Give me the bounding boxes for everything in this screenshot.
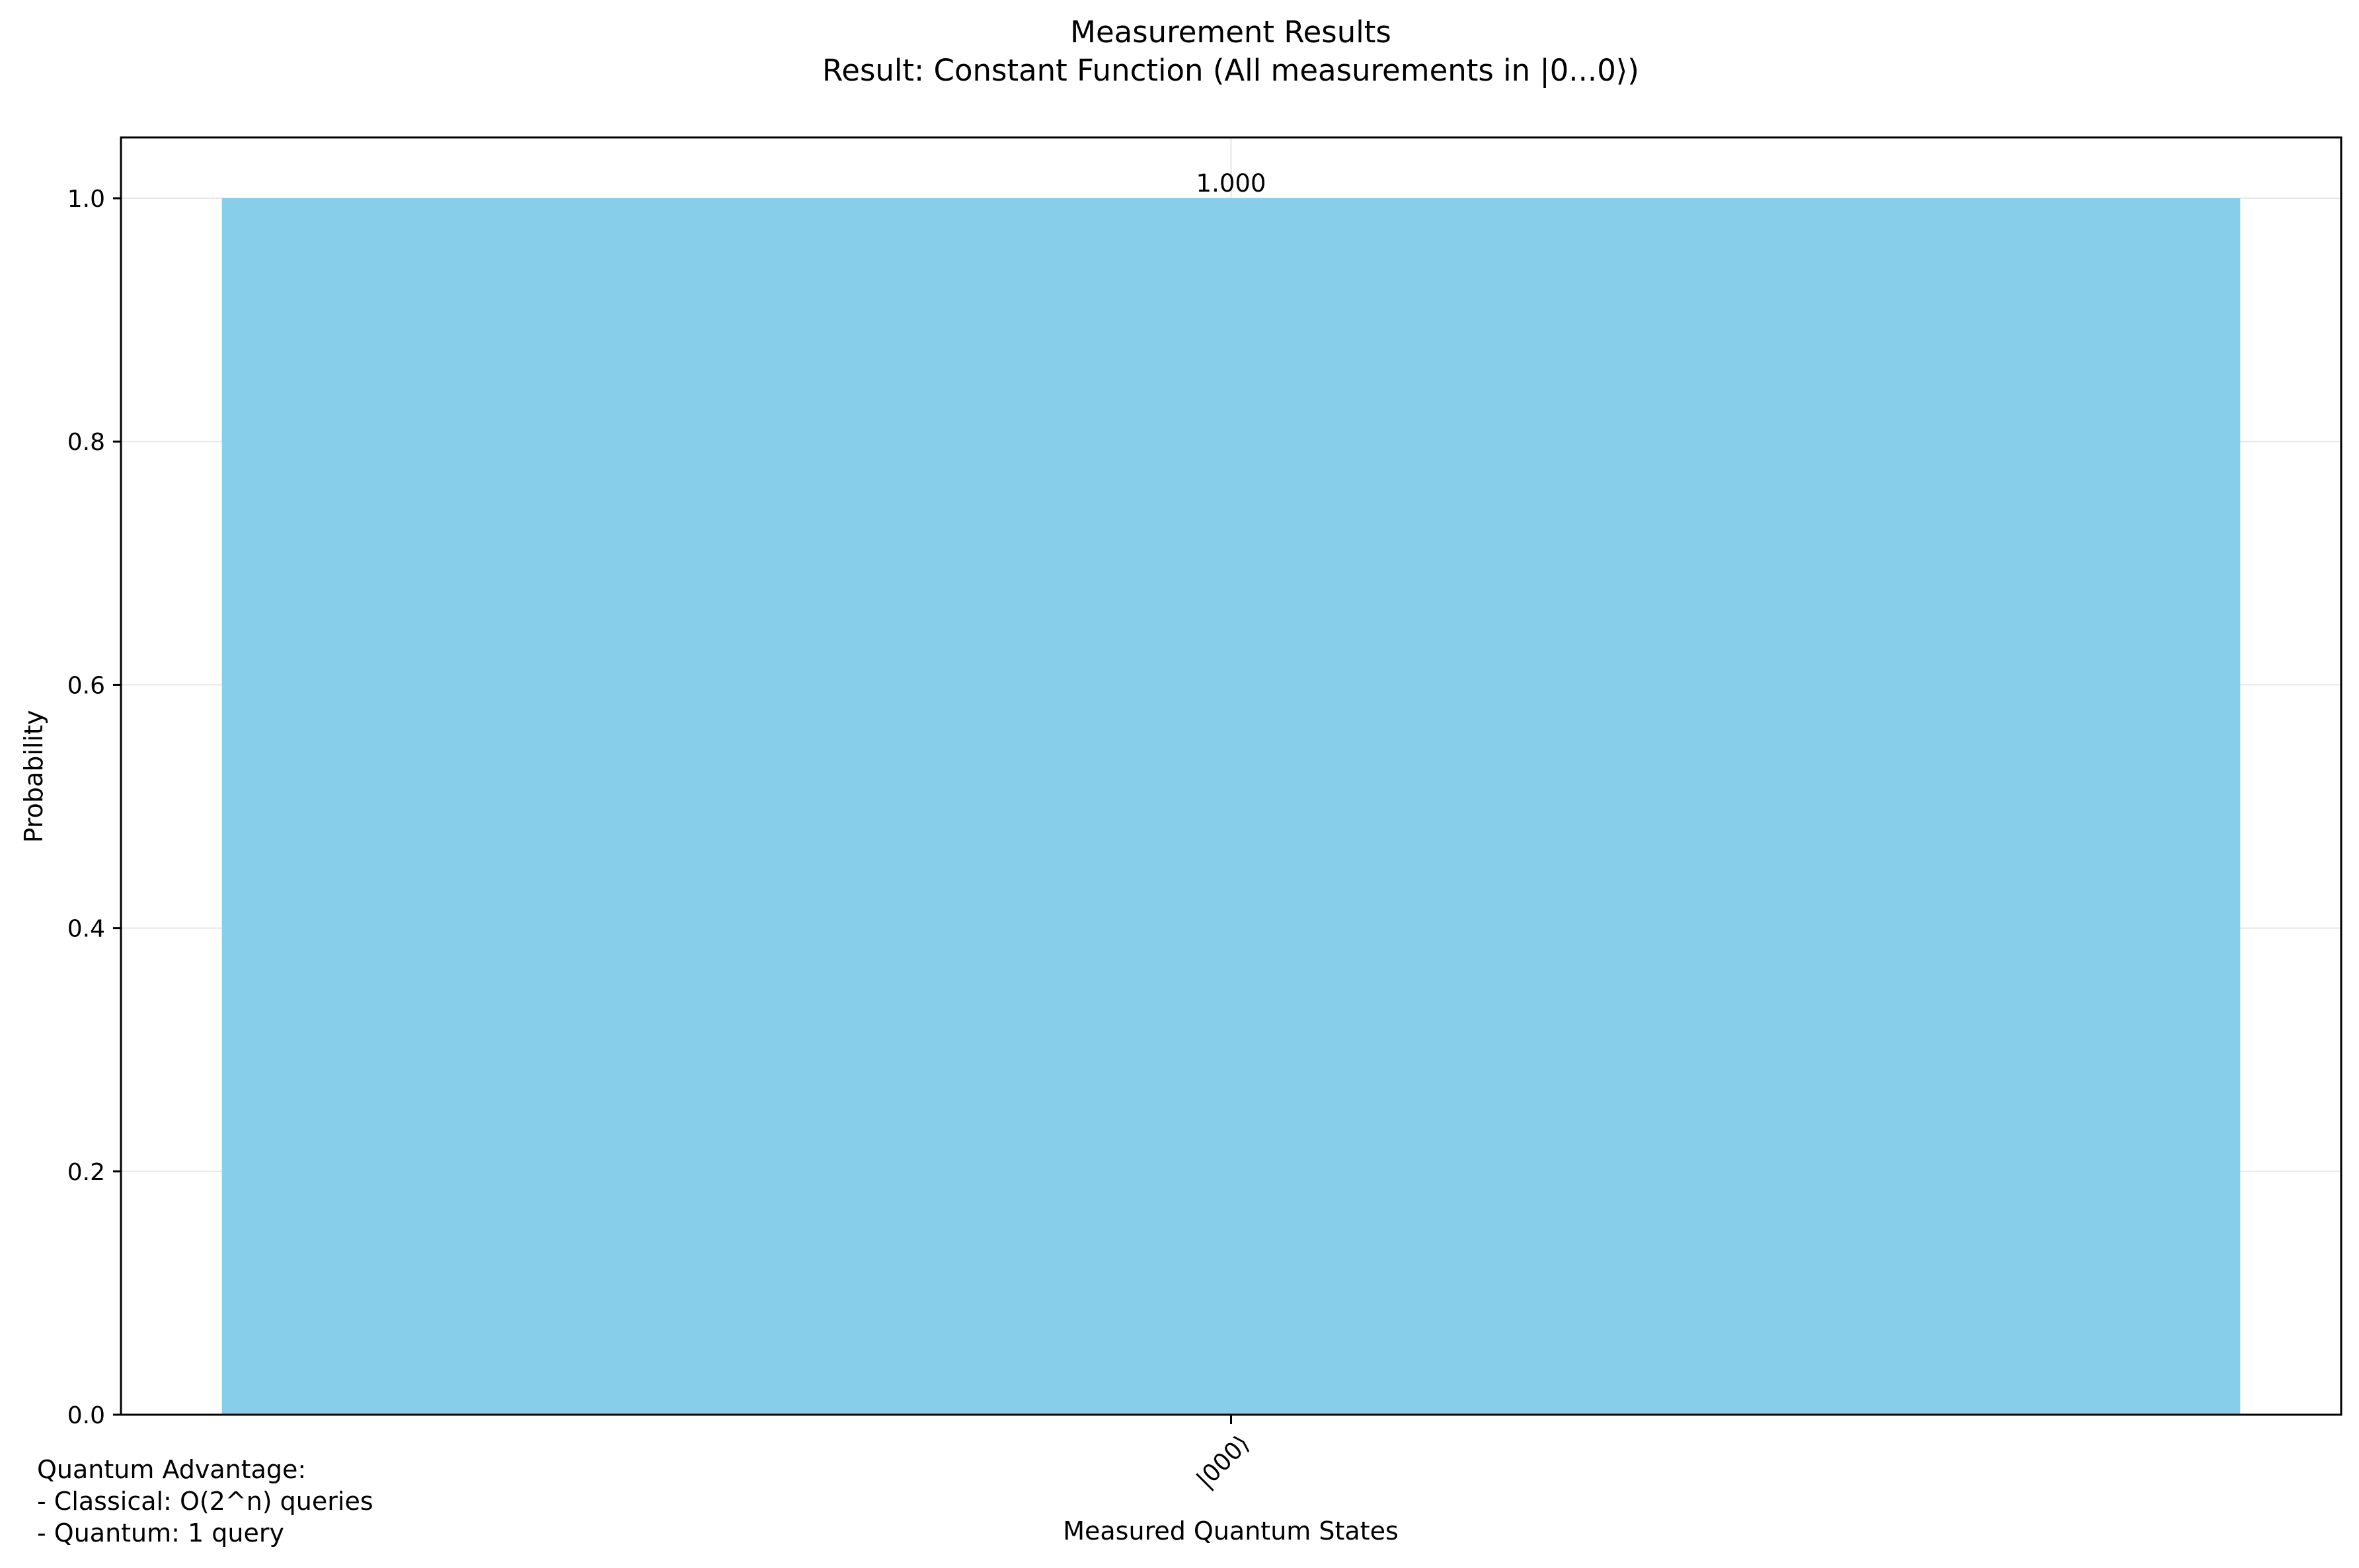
y-tick-label: 0.6 [67,672,105,699]
bars: 1.000 [221,169,2241,1415]
note-line: Quantum Advantage: [37,1455,306,1484]
bar [221,198,2241,1415]
note-line: - Classical: O(2^n) queries [37,1487,373,1516]
x-axis-label: Measured Quantum States [1063,1516,1399,1546]
x-axis: |000⟩ [1192,1415,1255,1493]
y-tick-label: 1.0 [67,186,105,213]
quantum-advantage-note: Quantum Advantage: - Classical: O(2^n) q… [37,1455,373,1548]
y-axis-label: Probability [19,710,48,843]
note-line: - Quantum: 1 query [37,1518,284,1548]
x-tick-label: |000⟩ [1192,1430,1255,1493]
y-tick-label: 0.4 [67,916,105,943]
y-axis: 0.0 0.2 0.4 0.6 0.8 1.0 [67,186,121,1429]
chart-subtitle: Result: Constant Function (All measureme… [822,53,1639,88]
y-tick-label: 0.8 [67,429,105,456]
chart-title: Measurement Results [1070,15,1391,50]
y-tick-label: 0.2 [67,1159,105,1186]
y-tick-label: 0.0 [67,1402,105,1429]
bar-value-label: 1.000 [1196,169,1266,198]
